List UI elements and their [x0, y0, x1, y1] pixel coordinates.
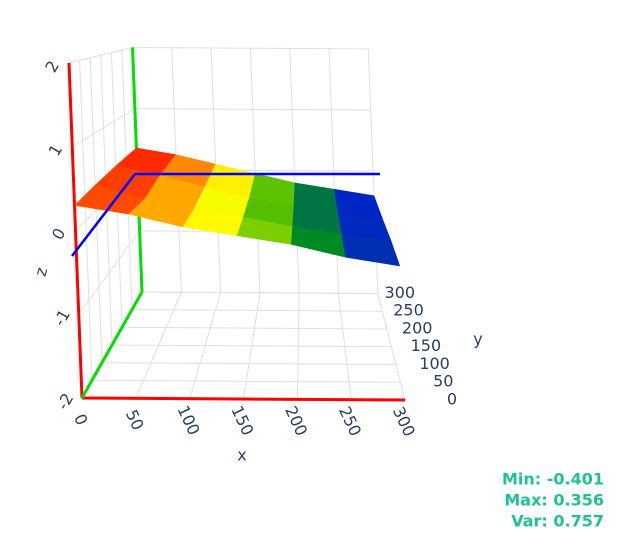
x-tick-label: 200 [281, 403, 311, 439]
z-tick-label: -1 [50, 306, 74, 329]
z-axis-line [67, 62, 84, 399]
y-tick-label: 50 [433, 372, 453, 391]
stat-max: Max: 0.356 [504, 491, 604, 510]
grid-line [68, 46, 133, 64]
x-axis-title: x [237, 446, 246, 465]
stat-min: Min: -0.401 [502, 470, 604, 489]
y-tick-label: 100 [419, 354, 450, 373]
grid-line [141, 291, 378, 294]
grid-line [121, 326, 387, 330]
y-tick-label: 150 [411, 336, 442, 355]
z-tick-label: 0 [48, 225, 70, 243]
z-axis-title: z [31, 265, 52, 278]
x-tick-label: 100 [174, 402, 204, 438]
y-tick-label: 200 [402, 318, 433, 337]
surface-patch [341, 234, 401, 267]
x-axis-line [81, 396, 406, 402]
grid-line [91, 379, 401, 383]
y-axis-title: y [473, 330, 482, 349]
z-tick-label: -2 [53, 390, 77, 413]
z-tick-label: 2 [41, 57, 63, 75]
x-tick-label: 0 [70, 411, 92, 428]
x-tick-label: 250 [335, 403, 365, 439]
y-axis-line [80, 291, 144, 399]
z-tick-label: 1 [45, 141, 67, 159]
grid-line [134, 108, 371, 111]
x-tick-label: 300 [389, 404, 419, 440]
y-tick-label: 0 [447, 390, 457, 409]
y-tick-label: 300 [385, 283, 416, 302]
y-tick-label: 250 [393, 301, 424, 320]
grid-line [132, 46, 369, 50]
x-tick-label: 150 [227, 403, 257, 439]
grid-line [101, 362, 396, 365]
grid-line [71, 108, 136, 148]
x-tick-label: 50 [122, 407, 148, 433]
grid-line [78, 230, 141, 315]
stat-var: Var: 0.757 [511, 512, 604, 531]
spike-line [71, 173, 136, 257]
grid-line [111, 344, 392, 348]
grid-line [131, 309, 383, 312]
